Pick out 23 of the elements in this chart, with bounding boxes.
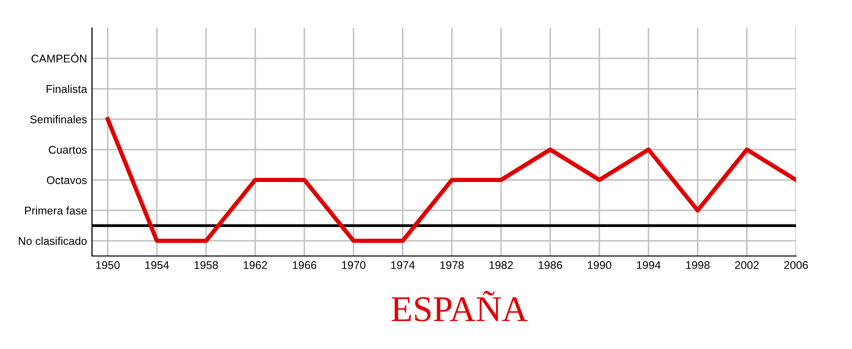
x-tick-label: 1970 <box>342 261 366 270</box>
text: Semifinales <box>30 115 87 124</box>
x-tick-label: 1962 <box>244 261 268 270</box>
x-tick-label: 2006 <box>784 261 808 270</box>
text: ESPAÑA <box>392 290 528 322</box>
x-tick-label: 1950 <box>96 261 120 270</box>
text: Cuartos <box>48 146 87 154</box>
text: Octavos <box>46 176 87 184</box>
x-tick-label: 1974 <box>391 261 415 270</box>
text: CAMPEÓN <box>32 52 86 63</box>
x-tick-label: 1994 <box>637 261 661 270</box>
x-tick-label: 1998 <box>686 261 710 270</box>
text: No clasificado <box>18 236 87 245</box>
x-tick-label: 1978 <box>440 261 464 270</box>
x-tick-label: 1966 <box>292 261 316 270</box>
text: Finalista <box>46 84 88 93</box>
text: Primera fase <box>25 206 87 215</box>
x-tick-label: 2002 <box>735 261 759 270</box>
x-tick-label: 1954 <box>145 261 169 270</box>
x-tick-label: 1990 <box>588 261 612 270</box>
x-tick-label: 1986 <box>538 261 562 270</box>
x-tick-label: 1958 <box>194 261 218 270</box>
x-tick-label: 1982 <box>490 261 513 270</box>
